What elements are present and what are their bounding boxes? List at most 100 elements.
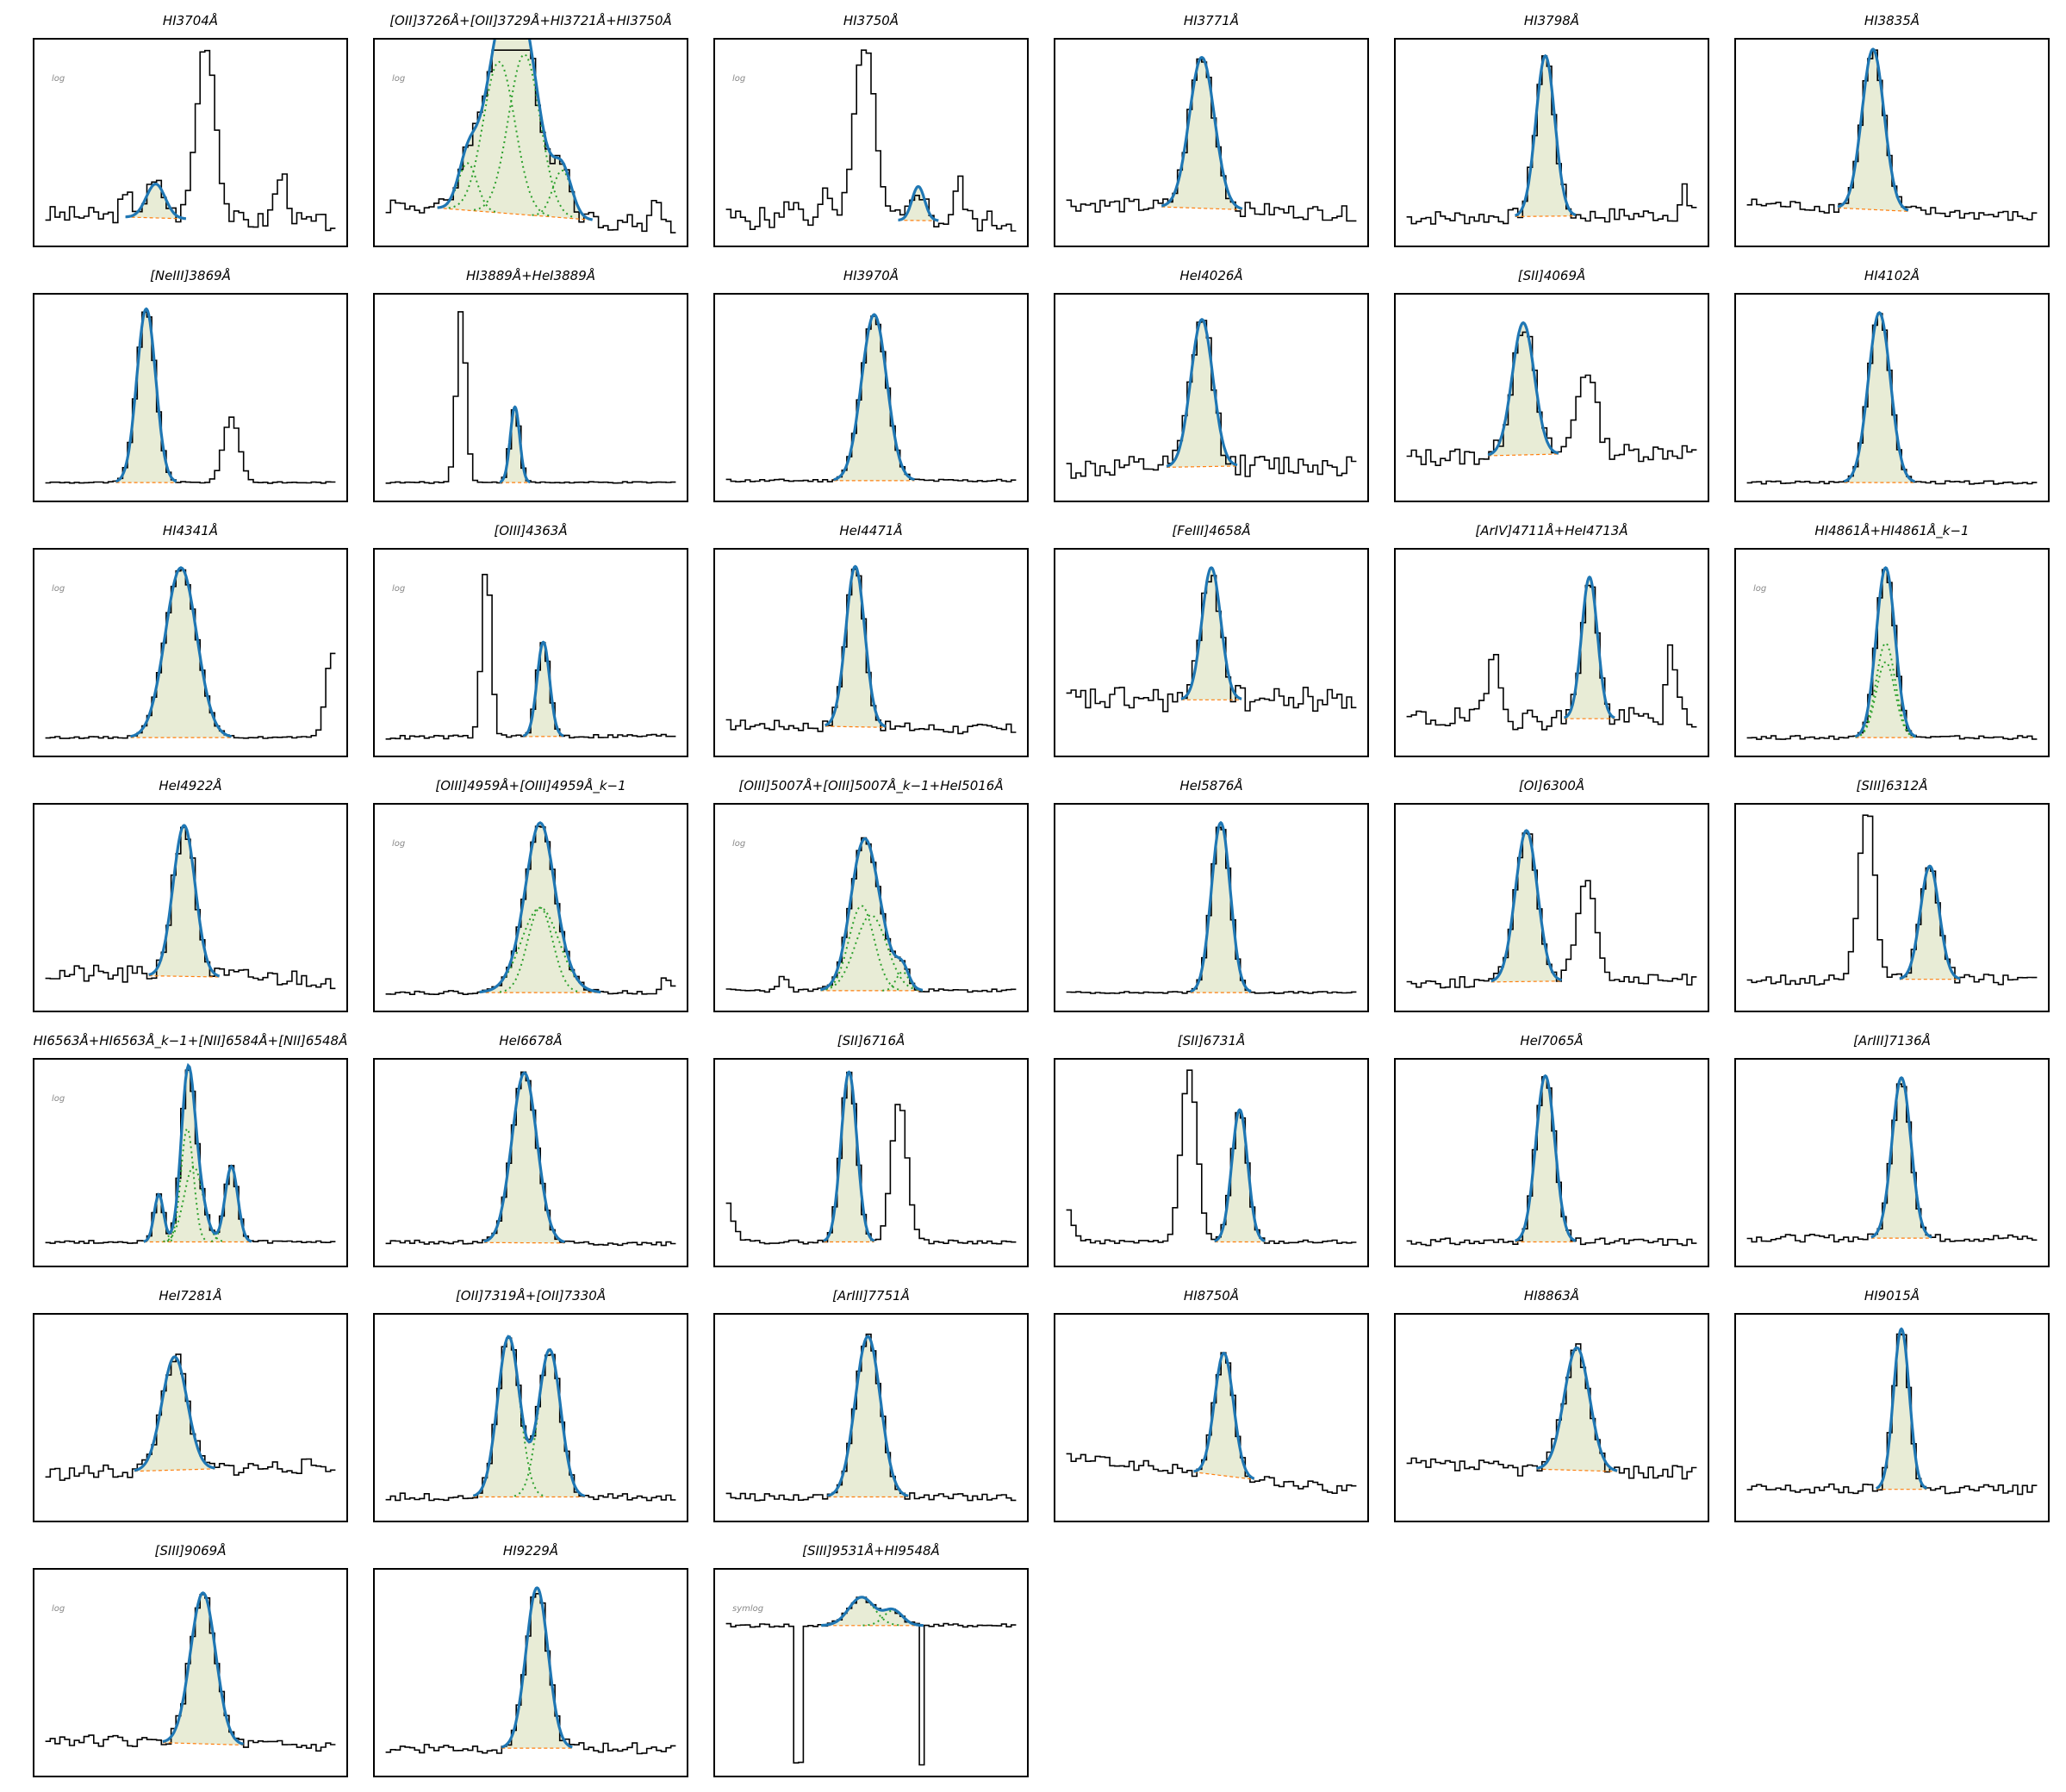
plot-area <box>1394 1313 1709 1522</box>
line-panel: [NeIII]3869Å <box>33 268 348 502</box>
plot-area <box>1394 548 1709 757</box>
plot-area <box>1734 803 2050 1012</box>
plot-area <box>1054 293 1369 502</box>
panel-title: [ArIII]7751Å <box>832 1288 910 1304</box>
panel-title: HeI7281Å <box>159 1288 222 1304</box>
panel-title: HI4341Å <box>162 523 219 538</box>
plot-area <box>1394 38 1709 247</box>
line-panel: [SII]6716Å <box>713 1033 1029 1267</box>
line-panel: HI3889Å+HeI3889Å <box>373 268 688 502</box>
spectrum-plot <box>1394 1313 1709 1522</box>
panel-title: HI3750Å <box>843 13 899 28</box>
spectrum-plot <box>713 548 1029 757</box>
panel-title: [FeIII]4658Å <box>1172 523 1251 538</box>
plot-area <box>373 1058 688 1267</box>
line-panel: HeI7065Å <box>1394 1033 1709 1267</box>
line-panel: HI3750Å log <box>713 13 1029 247</box>
spectrum-plot: log <box>373 803 688 1012</box>
scale-label: log <box>52 1094 65 1104</box>
line-panel: HI3835Å <box>1734 13 2050 247</box>
panel-title: HI3771Å <box>1183 13 1240 28</box>
line-panel: [OIII]4959Å+[OIII]4959Å_k−1 log <box>373 778 688 1012</box>
plot-area <box>1054 38 1369 247</box>
line-panel: [OIII]4363Å log <box>373 523 688 757</box>
spectrum-plot: symlog <box>713 1568 1029 1777</box>
line-panel: HI3970Å <box>713 268 1029 502</box>
panel-title: HI9229Å <box>502 1543 559 1559</box>
spectrum-plot <box>1394 803 1709 1012</box>
panel-title: [NeIII]3869Å <box>150 268 231 283</box>
plot-area <box>1054 803 1369 1012</box>
panel-title: HeI7065Å <box>1520 1033 1584 1048</box>
plot-area <box>33 1313 348 1522</box>
line-panel: HI3798Å <box>1394 13 1709 247</box>
plot-area: log <box>713 803 1029 1012</box>
spectrum-plot: log <box>33 1058 348 1267</box>
plot-area: log <box>373 803 688 1012</box>
line-panel: HI8863Å <box>1394 1288 1709 1522</box>
spectrum-plot <box>1734 1058 2050 1267</box>
panel-title: [SII]6731Å <box>1177 1033 1246 1048</box>
spectrum-plot <box>1734 38 2050 247</box>
line-panel: HeI7281Å <box>33 1288 348 1522</box>
line-panel: [SII]4069Å <box>1394 268 1709 502</box>
line-panel: HeI4026Å <box>1054 268 1369 502</box>
panel-title: HI3835Å <box>1864 13 1920 28</box>
panel-title: [SIII]9531Å+HI9548Å <box>802 1543 940 1559</box>
spectrum-plot <box>713 1058 1029 1267</box>
line-panel: HI3704Å log <box>33 13 348 247</box>
line-panel: [OI]6300Å <box>1394 778 1709 1012</box>
scale-label: log <box>392 584 405 594</box>
plot-area <box>713 548 1029 757</box>
panel-title: [SIII]9069Å <box>154 1543 227 1559</box>
line-panel: [ArIII]7136Å <box>1734 1033 2050 1267</box>
spectrum-plot <box>1394 1058 1709 1267</box>
panel-title: [SIII]6312Å <box>1856 778 1928 793</box>
plot-area <box>1394 293 1709 502</box>
scale-label: log <box>392 74 405 84</box>
plot-area <box>1054 1313 1369 1522</box>
panel-title: [ArIII]7136Å <box>1853 1033 1931 1048</box>
spectrum-plot: log <box>33 38 348 247</box>
panel-title: HeI4026Å <box>1179 268 1243 283</box>
scale-label: log <box>52 1604 65 1614</box>
spectrum-plot <box>1054 1058 1369 1267</box>
panel-title: HI3970Å <box>843 268 899 283</box>
plot-area <box>1734 38 2050 247</box>
line-panel: [SII]6731Å <box>1054 1033 1369 1267</box>
panel-title: [SII]6716Å <box>837 1033 905 1048</box>
scale-label: log <box>392 839 405 849</box>
line-panel: HI3771Å <box>1054 13 1369 247</box>
spectrum-plot <box>33 293 348 502</box>
line-panel: HI9229Å <box>373 1543 688 1777</box>
plot-area <box>1394 1058 1709 1267</box>
spectrum-plot <box>373 293 688 502</box>
plot-area: log <box>713 38 1029 247</box>
plot-area: log <box>33 38 348 247</box>
panel-title: [OIII]4363Å <box>494 523 568 538</box>
line-panel: [OIII]5007Å+[OIII]5007Å_k−1+HeI5016Å log <box>713 778 1029 1012</box>
line-panel: HeI4922Å <box>33 778 348 1012</box>
panel-title: HI9015Å <box>1864 1288 1920 1304</box>
line-panel: [ArIV]4711Å+HeI4713Å <box>1394 523 1709 757</box>
panel-title: [SII]4069Å <box>1517 268 1586 283</box>
spectrum-plot <box>1734 1313 2050 1522</box>
line-panel: [FeIII]4658Å <box>1054 523 1369 757</box>
panel-title: HI3798Å <box>1523 13 1580 28</box>
scale-label: log <box>1753 584 1766 594</box>
scale-label: log <box>52 74 65 84</box>
plot-area: log <box>33 1058 348 1267</box>
plot-area <box>1054 1058 1369 1267</box>
plot-area <box>1734 1058 2050 1267</box>
scale-label: log <box>52 584 65 594</box>
spectrum-plot: log <box>373 548 688 757</box>
plot-area: log <box>373 38 688 247</box>
spectrum-plot <box>1734 803 2050 1012</box>
plot-area <box>713 1313 1029 1522</box>
plot-area <box>1734 1313 2050 1522</box>
panel-title: [OII]7319Å+[OII]7330Å <box>455 1288 607 1304</box>
plot-area <box>1394 803 1709 1012</box>
plot-area <box>373 293 688 502</box>
panel-title: HeI4471Å <box>839 523 903 538</box>
